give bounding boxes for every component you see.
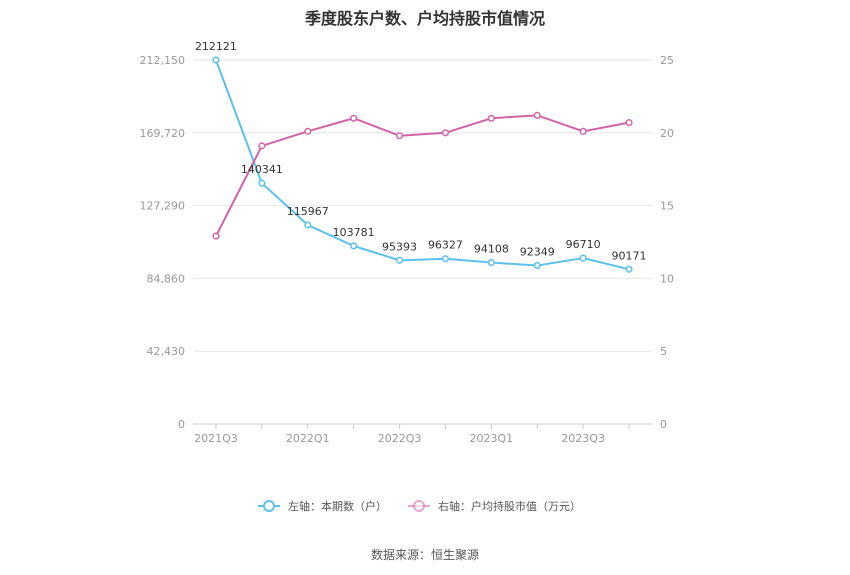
x-tick-label: 2021Q3 bbox=[194, 432, 238, 445]
right-tick-label: 25 bbox=[660, 54, 674, 67]
data-labels: 212121 140341 115967 103781 95393 96327 94108 9… bbox=[195, 40, 647, 262]
data-label: 140341 bbox=[241, 163, 283, 176]
right-tick-label: 20 bbox=[660, 127, 674, 140]
left-tick-label: 127,290 bbox=[140, 200, 186, 213]
legend-marker bbox=[263, 500, 275, 512]
legend-item-1[interactable]: 左轴：本期数（户） bbox=[258, 499, 387, 513]
series-point bbox=[212, 56, 220, 64]
series-point bbox=[396, 256, 404, 264]
data-source: 数据来源：恒生聚源 bbox=[370, 548, 479, 562]
series-point bbox=[625, 265, 633, 273]
legend-label: 右轴：户均持股市值（万元） bbox=[438, 499, 581, 513]
right-tick-label: 15 bbox=[660, 200, 674, 213]
series-point bbox=[441, 129, 450, 137]
left-tick-label: 212,150 bbox=[140, 54, 186, 67]
data-label: 115967 bbox=[287, 205, 329, 218]
data-label: 95393 bbox=[382, 240, 417, 253]
data-label: 96327 bbox=[428, 239, 463, 252]
legend[interactable]: 左轴：本期数（户） 右轴：户均持股市值（万元） bbox=[258, 499, 581, 513]
series-point bbox=[212, 232, 220, 240]
data-label: 94108 bbox=[474, 243, 509, 256]
series-point bbox=[304, 127, 312, 135]
series-point bbox=[350, 114, 358, 122]
series-point bbox=[487, 114, 495, 122]
right-tick-label: 10 bbox=[660, 272, 674, 285]
left-tick-label: 84,860 bbox=[147, 272, 186, 285]
x-tick-label: 2023Q1 bbox=[470, 432, 514, 445]
legend-marker bbox=[413, 500, 425, 512]
grid bbox=[193, 59, 652, 425]
series-point bbox=[258, 142, 266, 150]
left-tick-label: 42,430 bbox=[147, 345, 186, 358]
series-point bbox=[350, 242, 358, 250]
series-point bbox=[258, 179, 266, 187]
data-label: 103781 bbox=[333, 226, 375, 239]
series-point bbox=[579, 127, 587, 135]
x-tick-label: 2023Q3 bbox=[561, 432, 605, 445]
series-point bbox=[487, 258, 495, 267]
series bbox=[212, 56, 633, 273]
series-point bbox=[533, 262, 541, 270]
data-label: 96710 bbox=[566, 238, 601, 251]
x-tick-label: 2022Q1 bbox=[286, 432, 330, 445]
data-label: 90171 bbox=[612, 249, 647, 262]
left-tick-label: 169,720 bbox=[140, 127, 186, 140]
series-line-1 bbox=[215, 59, 630, 271]
data-label: 92349 bbox=[520, 246, 555, 259]
right-tick-label: 0 bbox=[660, 418, 667, 431]
series-point bbox=[579, 254, 587, 262]
data-label: 212121 bbox=[195, 40, 237, 53]
chart-title: 季度股东户数、户均持股市值情况 bbox=[304, 9, 545, 28]
right-tick-label: 5 bbox=[660, 345, 667, 358]
legend-item-2[interactable]: 右轴：户均持股市值（万元） bbox=[408, 499, 581, 513]
series-point bbox=[396, 132, 404, 140]
series-point bbox=[304, 221, 312, 229]
series-point bbox=[625, 119, 633, 127]
axes: 0 0 42,430 5 84,860 10 127,290 15 169,720 20 212,1… bbox=[140, 54, 675, 445]
x-tick-label: 2022Q3 bbox=[378, 432, 422, 445]
series-point bbox=[441, 255, 450, 263]
left-tick-label: 0 bbox=[178, 418, 185, 431]
series-point bbox=[533, 111, 541, 119]
legend-label: 左轴：本期数（户） bbox=[288, 499, 387, 513]
series-line-2 bbox=[215, 114, 630, 237]
